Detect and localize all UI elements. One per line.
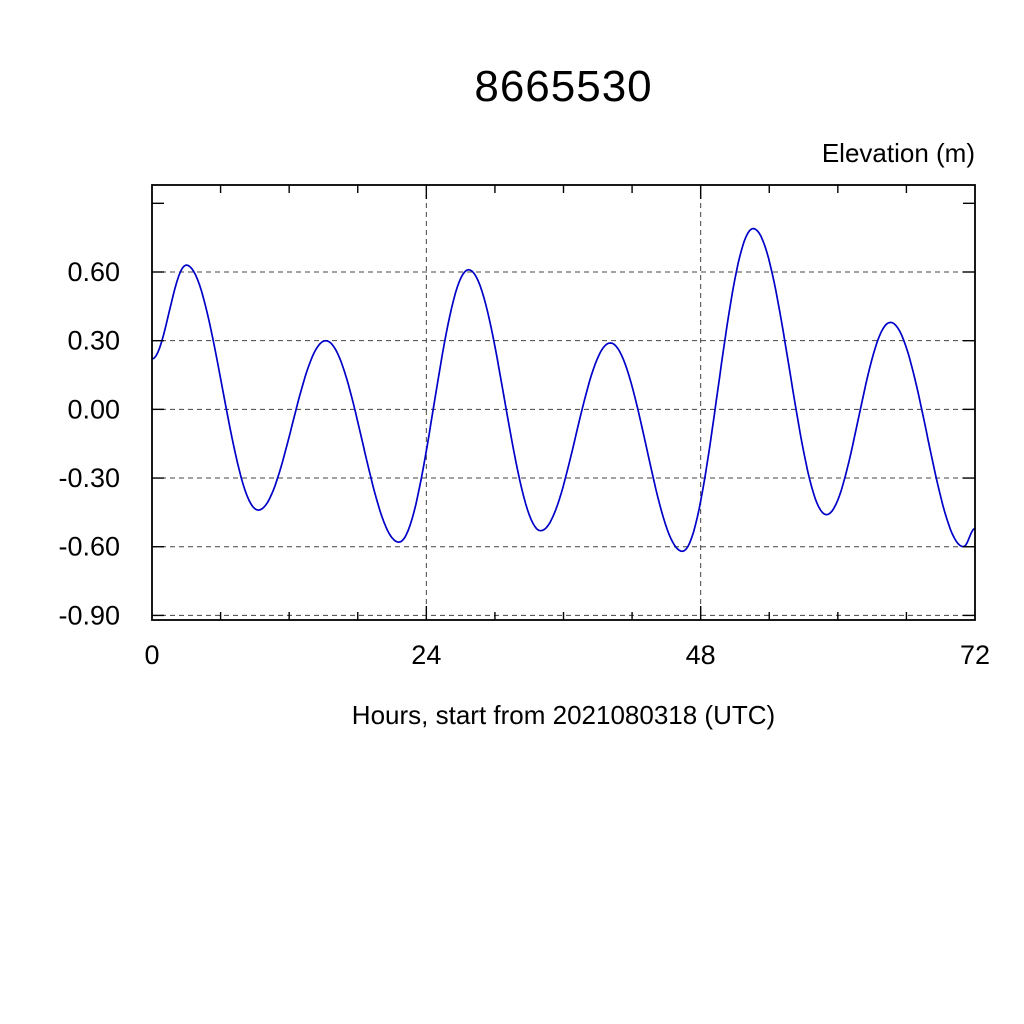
chart-title: 8665530 xyxy=(474,62,653,111)
y-tick-label: -0.60 xyxy=(58,532,120,562)
x-axis-title: Hours, start from 2021080318 (UTC) xyxy=(351,700,776,730)
y-tick-label: 0.30 xyxy=(67,326,120,356)
x-tick-label: 48 xyxy=(686,640,716,670)
gridlines xyxy=(152,185,975,620)
y-tick-label: 0.60 xyxy=(67,257,120,287)
y-tick-label: 0.00 xyxy=(67,394,120,424)
plot-frame xyxy=(151,184,976,621)
x-tick-label: 0 xyxy=(144,640,159,670)
y-axis-title: Elevation (m) xyxy=(821,138,975,168)
y-tick-label: -0.90 xyxy=(58,600,120,630)
axis-ticks xyxy=(152,185,975,620)
x-tick-label: 72 xyxy=(960,640,990,670)
tide-curve xyxy=(151,227,976,553)
x-tick-label: 24 xyxy=(411,640,441,670)
tick-labels: 0 24 48 72 0.60 0.30 0.00 -0.30 -0.60 -0.90 xyxy=(58,257,990,670)
y-tick-label: -0.30 xyxy=(58,463,120,493)
